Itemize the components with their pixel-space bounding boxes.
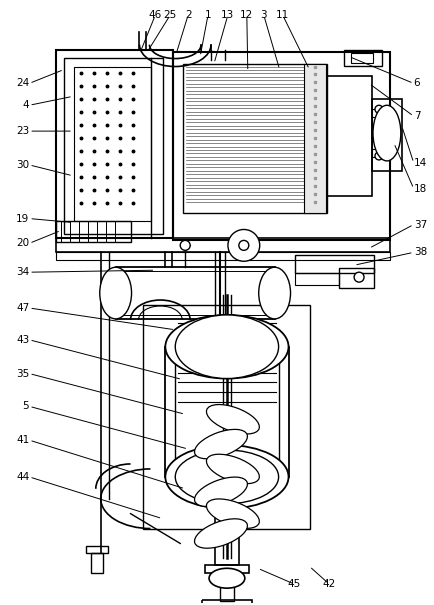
Bar xyxy=(56,221,131,243)
Bar xyxy=(339,268,374,288)
Bar xyxy=(215,511,239,565)
Text: 5: 5 xyxy=(23,401,29,411)
Bar xyxy=(56,252,390,260)
Ellipse shape xyxy=(207,405,260,434)
Text: 37: 37 xyxy=(414,220,427,229)
Bar xyxy=(74,67,151,221)
Bar xyxy=(115,267,275,319)
Text: 12: 12 xyxy=(240,10,253,20)
Text: 18: 18 xyxy=(414,184,427,194)
Bar xyxy=(220,574,234,601)
Ellipse shape xyxy=(207,499,260,528)
Text: 25: 25 xyxy=(164,10,177,20)
Bar xyxy=(304,64,326,212)
Ellipse shape xyxy=(165,445,289,509)
Bar xyxy=(56,50,173,238)
Text: 11: 11 xyxy=(276,10,289,20)
Ellipse shape xyxy=(180,240,190,250)
Ellipse shape xyxy=(259,267,290,319)
Text: 14: 14 xyxy=(414,158,427,168)
Ellipse shape xyxy=(239,240,249,250)
Bar xyxy=(205,565,249,574)
Ellipse shape xyxy=(207,454,260,483)
Text: 34: 34 xyxy=(16,267,29,277)
Ellipse shape xyxy=(375,105,383,113)
Ellipse shape xyxy=(228,229,260,261)
Bar xyxy=(144,305,310,529)
Text: 35: 35 xyxy=(16,368,29,379)
Bar xyxy=(173,51,390,240)
Ellipse shape xyxy=(209,568,245,588)
Text: 38: 38 xyxy=(414,247,427,257)
Bar xyxy=(327,76,372,195)
Ellipse shape xyxy=(373,105,401,161)
Text: 44: 44 xyxy=(16,472,29,482)
Bar xyxy=(183,64,327,212)
Text: 42: 42 xyxy=(322,579,336,589)
Text: 45: 45 xyxy=(288,579,301,589)
Ellipse shape xyxy=(175,315,279,379)
Text: 23: 23 xyxy=(16,126,29,136)
Text: 6: 6 xyxy=(414,79,421,88)
Text: 46: 46 xyxy=(149,10,162,20)
Bar xyxy=(372,110,382,117)
Bar xyxy=(295,255,374,273)
Ellipse shape xyxy=(194,477,247,506)
Bar xyxy=(91,554,103,574)
Ellipse shape xyxy=(194,430,247,459)
Bar xyxy=(372,99,402,171)
Bar xyxy=(351,53,373,62)
Bar xyxy=(202,600,252,605)
Bar xyxy=(295,273,339,285)
Text: 30: 30 xyxy=(16,160,29,170)
Text: 1: 1 xyxy=(205,10,211,20)
Ellipse shape xyxy=(194,519,247,548)
Bar xyxy=(372,149,382,157)
Bar xyxy=(64,57,163,235)
Text: 2: 2 xyxy=(185,10,191,20)
Bar xyxy=(86,546,108,554)
Text: 20: 20 xyxy=(16,238,29,249)
Text: 3: 3 xyxy=(260,10,267,20)
Text: 19: 19 xyxy=(16,214,29,223)
Ellipse shape xyxy=(354,272,364,282)
Text: 24: 24 xyxy=(16,79,29,88)
Ellipse shape xyxy=(165,315,289,379)
Text: 7: 7 xyxy=(414,111,421,121)
Ellipse shape xyxy=(375,152,383,160)
Text: 13: 13 xyxy=(221,10,234,20)
Bar xyxy=(56,238,390,252)
Text: 47: 47 xyxy=(16,303,29,313)
Bar xyxy=(344,50,382,65)
Text: 4: 4 xyxy=(23,100,29,110)
Text: 41: 41 xyxy=(16,435,29,445)
Ellipse shape xyxy=(100,267,132,319)
Ellipse shape xyxy=(175,450,279,504)
Text: 43: 43 xyxy=(16,335,29,345)
